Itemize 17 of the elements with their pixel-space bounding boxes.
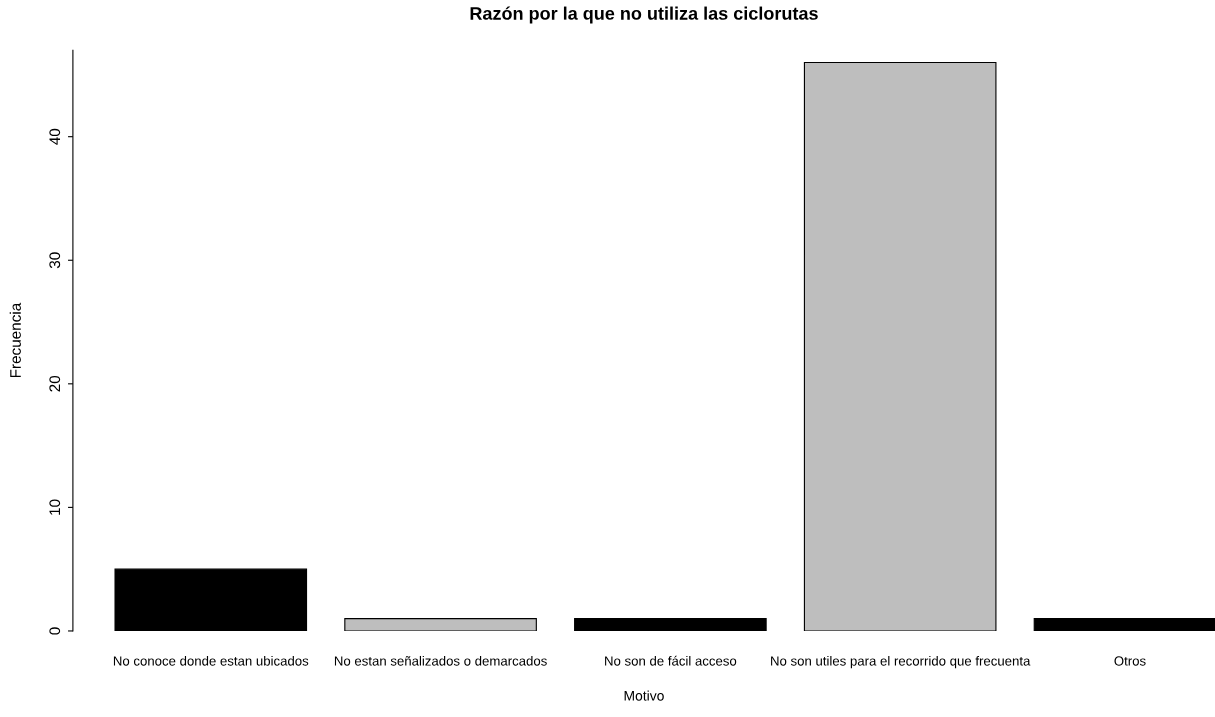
y-tick-label: 30 bbox=[49, 252, 61, 269]
y-axis-title: Frecuencia bbox=[9, 302, 21, 378]
bar bbox=[803, 61, 997, 631]
bar bbox=[344, 618, 537, 631]
y-tick-label: 20 bbox=[49, 375, 61, 392]
x-tick-label: No estan señalizados o demarcados bbox=[334, 655, 547, 666]
bar bbox=[574, 618, 767, 631]
chart-title: Razón por la que no utiliza las ciclorutas bbox=[470, 6, 818, 24]
x-tick-label: Otros bbox=[1114, 656, 1146, 666]
x-axis-title: Motivo bbox=[624, 690, 664, 701]
y-tick-label: 0 bbox=[49, 627, 61, 635]
bar bbox=[114, 568, 308, 631]
x-tick-label: No conoce donde estan ubicados bbox=[113, 655, 309, 666]
x-tick-label: No son utiles para el recorrido que frecuenta bbox=[771, 655, 1031, 669]
y-tick-label: 40 bbox=[49, 128, 61, 145]
y-tick-label: 10 bbox=[49, 499, 61, 515]
x-tick-label: No son de fácil acceso bbox=[605, 655, 737, 666]
